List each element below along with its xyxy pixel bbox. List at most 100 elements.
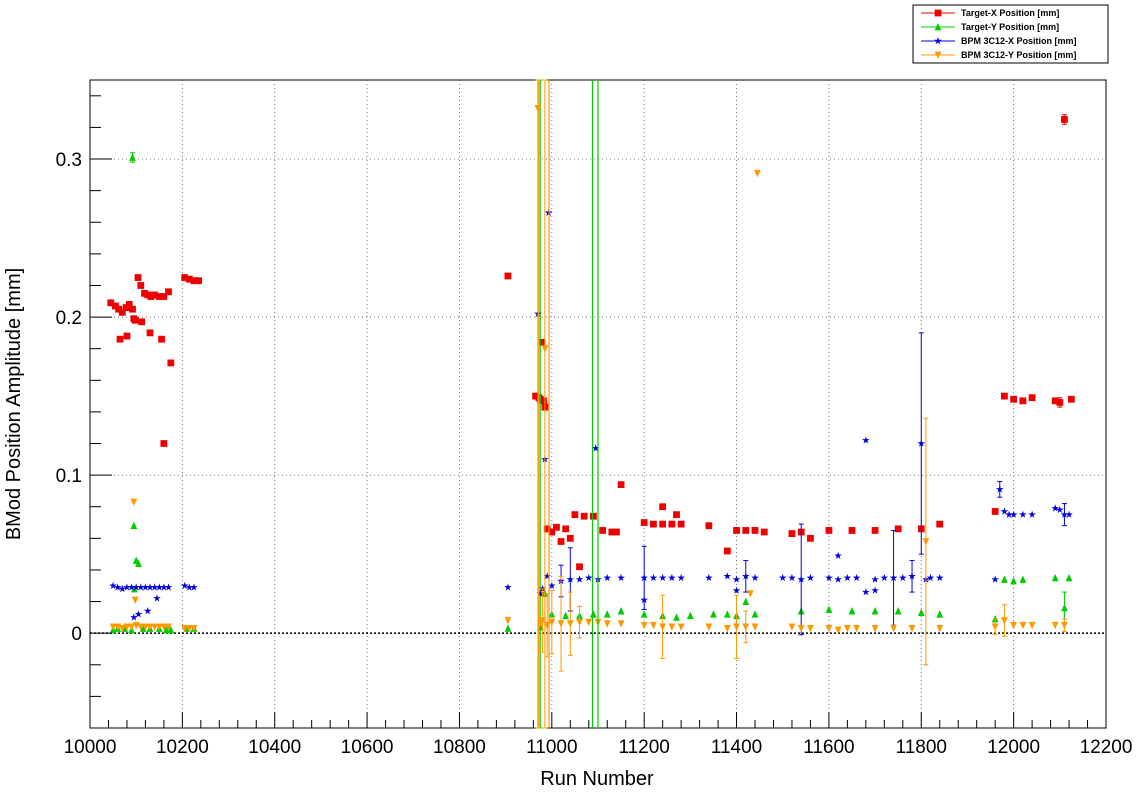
data-point [553,523,560,531]
data-point [922,538,930,546]
y-tick-label: 0.1 [56,466,82,487]
data-point [534,105,542,113]
data-point [843,573,852,582]
data-point [603,620,611,628]
data-point [160,440,168,447]
x-tick-label: 10800 [433,737,486,758]
data-point [576,563,583,571]
data-point [137,623,145,631]
data-point [741,572,750,580]
data-point [1005,510,1013,518]
legend-marker [934,37,942,45]
data-point [146,329,154,337]
data-point [608,528,616,536]
data-point [566,534,574,542]
data-point [504,617,512,625]
data-point [640,621,648,630]
legend-label: BPM 3C12-X Position [mm] [961,36,1077,46]
data-point [1051,621,1059,630]
data-point [936,520,944,528]
data-point [852,573,861,582]
legend: Target-X Position [mm] Target-Y Position … [912,4,1109,64]
data-point [668,623,676,631]
data-point [150,583,159,591]
x-tick-label: 10200 [156,737,209,758]
data-point [1019,510,1027,518]
data-point [640,573,648,582]
data-point [130,521,138,530]
data-point [834,626,842,635]
data-point [659,520,667,528]
data-point [1001,392,1008,400]
data-point [543,525,551,533]
data-point [181,274,189,281]
data-point [116,335,124,343]
data-point [566,575,575,583]
data-point [129,305,136,313]
x-tick-label: 11400 [711,737,762,758]
data-point [190,277,198,285]
data-point [165,623,172,631]
data-point [130,498,138,506]
data-point [806,573,815,582]
data-point [146,583,154,591]
data-point [584,573,593,582]
data-point [1010,621,1018,630]
data-point [543,572,551,580]
data-point [566,620,574,628]
data-point [185,583,194,591]
data-point [1001,617,1008,625]
data-point [155,623,163,631]
data-point [825,605,833,613]
data-point [926,573,935,582]
data-point [788,530,796,537]
data-point [894,525,902,533]
data-point [751,610,759,618]
data-point [705,623,713,631]
data-point [164,583,173,591]
data-point [504,624,512,632]
data-point [536,589,545,597]
data-point [797,575,805,583]
data-point [548,581,556,589]
data-point [871,625,879,633]
data-point [640,595,648,604]
data-point [576,618,583,627]
data-point [890,625,897,633]
data-point [557,538,565,545]
data-point [723,625,731,633]
data-point [134,274,142,281]
data-point [109,581,117,589]
data-point [673,511,680,519]
axes: 10000 10200 10400 10600 10800 11000 11200 11400… [56,95,1132,758]
data-point [668,573,676,582]
data-point [825,573,833,582]
data-point [129,153,136,161]
data-point [617,607,625,615]
x-tick-label: 11000 [526,737,577,758]
data-point [548,618,556,627]
data-point [617,573,625,582]
data-point [153,594,161,602]
data-point [603,610,611,618]
y-axis-title: BMod Position Amplitude [mm] [3,268,25,540]
data-point [848,527,856,534]
data-point [742,597,750,605]
data-point [141,583,150,591]
data-point [894,607,902,615]
data-point [539,617,546,625]
data-point [788,623,796,631]
x-tick-label: 10400 [248,737,301,758]
data-point [751,527,759,534]
data-point [562,525,570,533]
data-point [677,520,685,528]
data-point [504,583,512,591]
data-point [825,527,833,534]
data-point [107,299,115,307]
data-point [834,551,842,559]
x-tick-label: 11600 [803,737,854,758]
data-point [686,611,694,620]
data-point [1061,603,1068,612]
data-point [843,625,851,633]
